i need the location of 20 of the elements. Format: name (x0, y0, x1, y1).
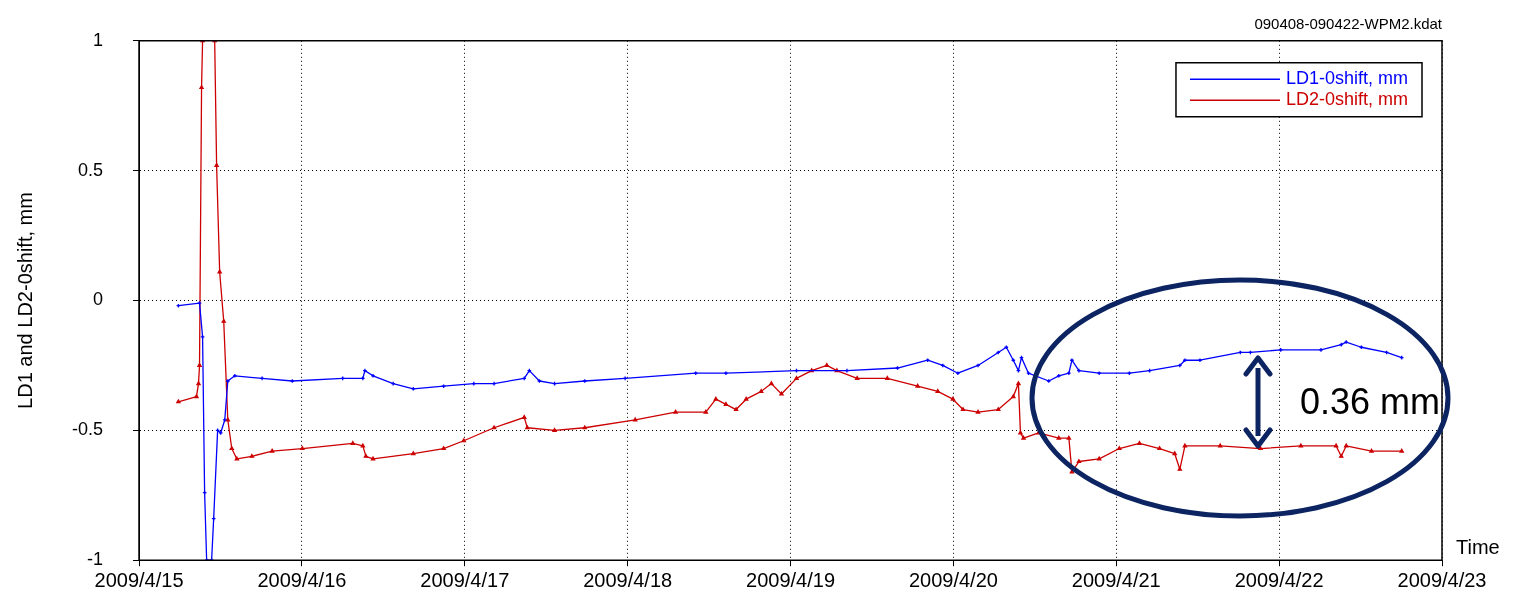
y-tick-label: -0.5 (71, 419, 104, 440)
chart-title: 090408-090422-WPM2.kdat (1254, 15, 1443, 33)
x-tick-label: 2009/4/16 (257, 568, 347, 591)
x-tick-label: 2009/4/19 (746, 568, 835, 591)
y-tick-label: 0.5 (77, 159, 104, 180)
x-tick-label: 2009/4/20 (908, 568, 998, 591)
y-tick-label: 0 (93, 289, 104, 310)
x-tick-label: 2009/4/22 (1234, 568, 1324, 591)
x-tick-label: 2009/4/15 (94, 568, 184, 591)
x-axis-title: Time (1456, 535, 1500, 558)
legend-label: LD1-0shift, mm (1285, 68, 1408, 89)
legend-label: LD2-0shift, mm (1285, 89, 1408, 110)
x-tick-label: 2009/4/23 (1397, 568, 1487, 591)
annotation: 0.36 mm (1300, 381, 1441, 423)
x-tick-label: 2009/4/18 (583, 568, 673, 591)
y-tick-label: 1 (93, 29, 104, 50)
x-tick-label: 2009/4/17 (420, 568, 510, 591)
x-tick-label: 2009/4/21 (1071, 568, 1161, 591)
y-tick-label: -1 (87, 549, 104, 570)
y-axis-title: LD1 and LD2-0shift, mm (13, 192, 36, 409)
